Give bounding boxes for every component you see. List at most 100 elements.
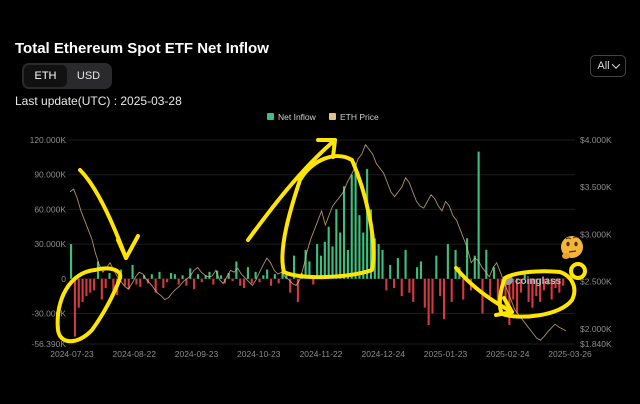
x-axis-tick: 2025-02-24 <box>486 349 530 359</box>
inflow-bar <box>466 238 469 279</box>
inflow-bar <box>550 278 553 300</box>
inflow-bar <box>254 271 257 279</box>
x-axis-tick: 2024-07-23 <box>50 349 94 359</box>
inflow-bar <box>193 278 196 290</box>
x-axis-tick: 2024-11-22 <box>300 349 343 359</box>
inflow-bar <box>477 151 480 279</box>
left-axis-tick: -56.390K <box>32 339 67 349</box>
inflow-bar <box>446 244 449 279</box>
left-axis-tick: 0 <box>61 274 66 284</box>
right-axis-tick: $1.840K <box>580 339 612 349</box>
inflow-bar <box>89 278 92 293</box>
hand-drawn-annotations <box>55 138 587 344</box>
right-axis-tick: $3.000K <box>580 229 612 239</box>
net-inflow-bars <box>70 151 565 337</box>
thinking-face-icon <box>561 236 583 259</box>
inflow-bar <box>523 273 526 279</box>
inflow-bar <box>554 278 557 289</box>
inflow-bar <box>358 215 361 279</box>
inflow-bar <box>73 278 76 337</box>
inflow-bar <box>231 278 234 282</box>
eth-price-line <box>69 143 567 341</box>
inflow-bar <box>185 278 188 286</box>
inflow-bar <box>327 226 330 279</box>
inflow-bar <box>392 278 396 289</box>
annotation-arrowhead-left <box>116 234 140 260</box>
legend: Net Inflow ETH Price <box>267 112 379 122</box>
inflow-bar <box>262 275 265 279</box>
left-axis-tick: 60.000K <box>34 204 66 214</box>
inflow-bar <box>154 278 157 293</box>
right-axis-tick: $3.500K <box>580 182 612 192</box>
inflow-bar <box>208 271 211 279</box>
left-axis-tick: 30.000K <box>34 239 66 249</box>
inflow-bar <box>246 267 249 279</box>
inflow-bar <box>70 244 73 279</box>
x-axis-tick: 2024-10-23 <box>237 349 281 359</box>
left-axis-tick: -30.000K <box>32 308 67 318</box>
inflow-bar <box>346 249 349 279</box>
inflow-bar <box>519 278 522 293</box>
inflow-bar <box>196 274 199 279</box>
inflow-bar <box>512 278 515 300</box>
inflow-bar <box>454 249 457 279</box>
inflow-bar <box>204 275 207 279</box>
inflow-bar <box>243 278 246 289</box>
inflow-bar <box>135 278 138 285</box>
inflow-bar <box>177 278 180 285</box>
range-select[interactable]: All <box>590 55 626 77</box>
annotation-circle-left <box>55 266 123 344</box>
inflow-bar <box>450 278 453 302</box>
inflow-bar <box>166 278 169 283</box>
inflow-bar <box>492 267 496 279</box>
inflow-bar <box>527 278 530 302</box>
inflow-bar <box>542 278 546 291</box>
inflow-bar <box>381 249 384 279</box>
emoji-eye <box>566 241 570 247</box>
x-axis-tick: 2024-12-24 <box>362 349 406 359</box>
inflow-bar <box>342 186 346 279</box>
inflow-bar <box>158 271 161 279</box>
toggle-usd-button[interactable]: USD <box>76 70 101 82</box>
inflow-bar <box>293 255 296 279</box>
inflow-bar <box>123 278 126 286</box>
inflow-bar <box>423 278 426 308</box>
inflow-bar <box>239 278 242 286</box>
inflow-bar <box>200 278 203 283</box>
last-update-text: Last update(UTC) : 2025-03-28 <box>15 94 182 108</box>
emoji-brows <box>565 236 580 240</box>
inflow-bar <box>312 278 315 285</box>
x-axis-tick: 2025-03-26 <box>548 349 592 359</box>
inflow-bar <box>143 275 146 279</box>
inflow-bar <box>427 278 430 326</box>
left-axis-tick: 90.000K <box>34 170 66 180</box>
annotation-arrow-right <box>454 266 514 314</box>
inflow-bar <box>412 278 415 302</box>
annotation-circle-right <box>497 269 577 319</box>
legend-label-eth-price: ETH Price <box>340 112 379 122</box>
inflow-bar <box>539 278 542 302</box>
x-axis-tick: 2025-01-23 <box>424 349 468 359</box>
inflow-bar <box>504 278 507 308</box>
inflow-bar <box>139 278 142 287</box>
range-select-value: All <box>597 60 610 72</box>
inflow-bar <box>93 278 96 291</box>
inflow-bar <box>285 271 288 279</box>
inflow-bar <box>127 278 130 290</box>
inflow-bar <box>439 278 442 297</box>
emoji-eye <box>574 241 578 247</box>
inflow-bar <box>150 274 153 279</box>
annotation-circle-middle <box>280 154 376 280</box>
toggle-eth-button[interactable]: ETH <box>24 65 67 87</box>
inflow-bar <box>489 278 492 297</box>
inflow-bar <box>100 278 103 300</box>
inflow-bar <box>108 273 111 279</box>
inflow-bar <box>104 278 107 289</box>
right-axis: $4.000K $3.500K $3.000K $2.500K $2.000K $1.84… <box>580 135 612 349</box>
inflow-bar <box>331 246 334 279</box>
inflow-bar <box>81 278 84 302</box>
inflow-bar <box>531 278 534 308</box>
inflow-bar <box>169 273 173 279</box>
inflow-bar <box>339 232 342 279</box>
